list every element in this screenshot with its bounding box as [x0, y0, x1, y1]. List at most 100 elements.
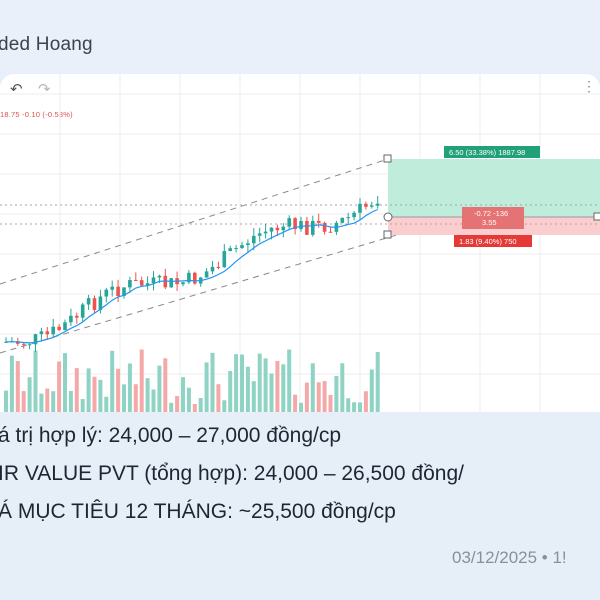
volume-bar	[316, 382, 321, 412]
volume-bar	[139, 349, 144, 412]
volume-bar	[80, 399, 85, 412]
candle-body	[269, 227, 274, 232]
volume-bar	[133, 384, 138, 412]
volume-bar	[86, 368, 91, 412]
candle-body	[234, 248, 238, 250]
volume-bar	[33, 350, 38, 412]
candle-body	[63, 322, 67, 330]
candle-body	[157, 275, 162, 278]
volume-bar	[51, 391, 56, 412]
volume-bar	[116, 368, 121, 412]
candle-body	[305, 220, 309, 235]
candle-body	[92, 298, 97, 310]
volume-bar	[363, 391, 368, 412]
candle-body	[375, 203, 380, 206]
volume-bar	[63, 353, 67, 412]
volume-bar	[328, 395, 333, 412]
candle-body	[281, 226, 286, 231]
volume-bar	[27, 377, 32, 412]
volume-bar	[175, 395, 180, 412]
candle-body	[222, 251, 227, 268]
candle-body	[4, 341, 8, 343]
candle-body	[134, 279, 138, 281]
volume-bar	[222, 400, 227, 412]
volume-bar	[245, 366, 250, 412]
stop-label: 1.83 (9.40%) 750	[459, 237, 517, 246]
post-date: 03/12/2025 • 1!	[452, 548, 567, 567]
volume-bar	[157, 365, 162, 412]
volume-bar	[110, 350, 115, 412]
volume-bar	[299, 402, 303, 412]
price-chart[interactable]: 6.50 (33.38%) 1887.98 -0.72 -136 3.55 1.…	[0, 74, 600, 412]
moving-average-line	[5, 208, 378, 344]
volume-bar	[4, 390, 8, 412]
volume-bar	[358, 402, 362, 412]
volume-bar	[192, 403, 197, 412]
volume-bar	[57, 361, 62, 412]
chart-grid	[0, 74, 600, 412]
candle-body	[169, 278, 173, 288]
candle-body	[311, 220, 315, 235]
candle-body	[75, 315, 79, 318]
volume-bar	[352, 402, 357, 412]
candle-body	[246, 243, 250, 246]
volume-bar	[257, 353, 262, 412]
volume-bar	[269, 373, 274, 412]
chart-card: ↶ ↷ ⋮ 18.75 -0.10 (-0.53%) 6.50 (33.38%)…	[0, 74, 600, 412]
more-dots-icon[interactable]: ⋮	[582, 78, 596, 94]
candle-body	[69, 315, 73, 323]
ohlc-readout: 18.75 -0.10 (-0.53%)	[0, 110, 73, 119]
candle-body	[21, 343, 26, 345]
author-name[interactable]: ded Hoang	[0, 34, 93, 55]
candle-body	[104, 289, 109, 297]
candle-body	[39, 331, 44, 335]
target-label-box	[444, 146, 540, 158]
candle-body	[370, 205, 374, 207]
volume-bar	[104, 396, 109, 412]
volume-bar	[346, 398, 351, 412]
candle-body	[252, 235, 256, 244]
volume-bar	[15, 361, 20, 412]
volume-bar	[322, 381, 327, 412]
mid-label-1: -0.72 -136	[474, 209, 508, 218]
candle-body	[346, 217, 350, 219]
header-bar: ded Hoang	[0, 0, 600, 78]
candle-body	[240, 245, 244, 249]
candle-body	[299, 220, 303, 230]
handle-top	[383, 154, 392, 163]
candle-body	[181, 282, 185, 285]
volume-bar	[275, 360, 280, 412]
volume-bar	[145, 378, 150, 412]
volume-bar	[163, 358, 168, 412]
volume-bar	[340, 363, 345, 412]
candle-body	[98, 296, 103, 310]
candle-body	[216, 266, 221, 268]
volume-bar	[281, 364, 286, 412]
volume-bar	[234, 354, 239, 412]
candle-body	[328, 231, 333, 233]
candle-body	[187, 272, 191, 283]
candle-body	[122, 287, 126, 296]
volume-bar	[304, 382, 309, 412]
volume-bar	[204, 362, 209, 412]
candle-body	[193, 272, 197, 284]
volume-bars	[4, 349, 380, 412]
volume-bar	[375, 351, 380, 412]
volume-bar	[369, 369, 374, 412]
candle-body	[228, 248, 232, 252]
volume-bar	[169, 402, 174, 412]
volume-bar	[74, 368, 79, 412]
volume-bar	[186, 387, 191, 412]
volume-bar	[151, 389, 156, 412]
volume-bar	[122, 384, 126, 412]
candle-body	[257, 233, 262, 236]
candle-body	[293, 218, 297, 230]
volume-bar	[92, 376, 97, 412]
volume-bar	[293, 394, 298, 412]
candle-body	[210, 266, 215, 272]
volume-bar	[228, 370, 233, 412]
volume-bar	[287, 349, 292, 412]
candle-body	[204, 271, 209, 278]
volume-bar	[216, 384, 221, 412]
fair-value-line: á trị hợp lý: 24,000 – 27,000 đồng/cp	[0, 424, 342, 447]
